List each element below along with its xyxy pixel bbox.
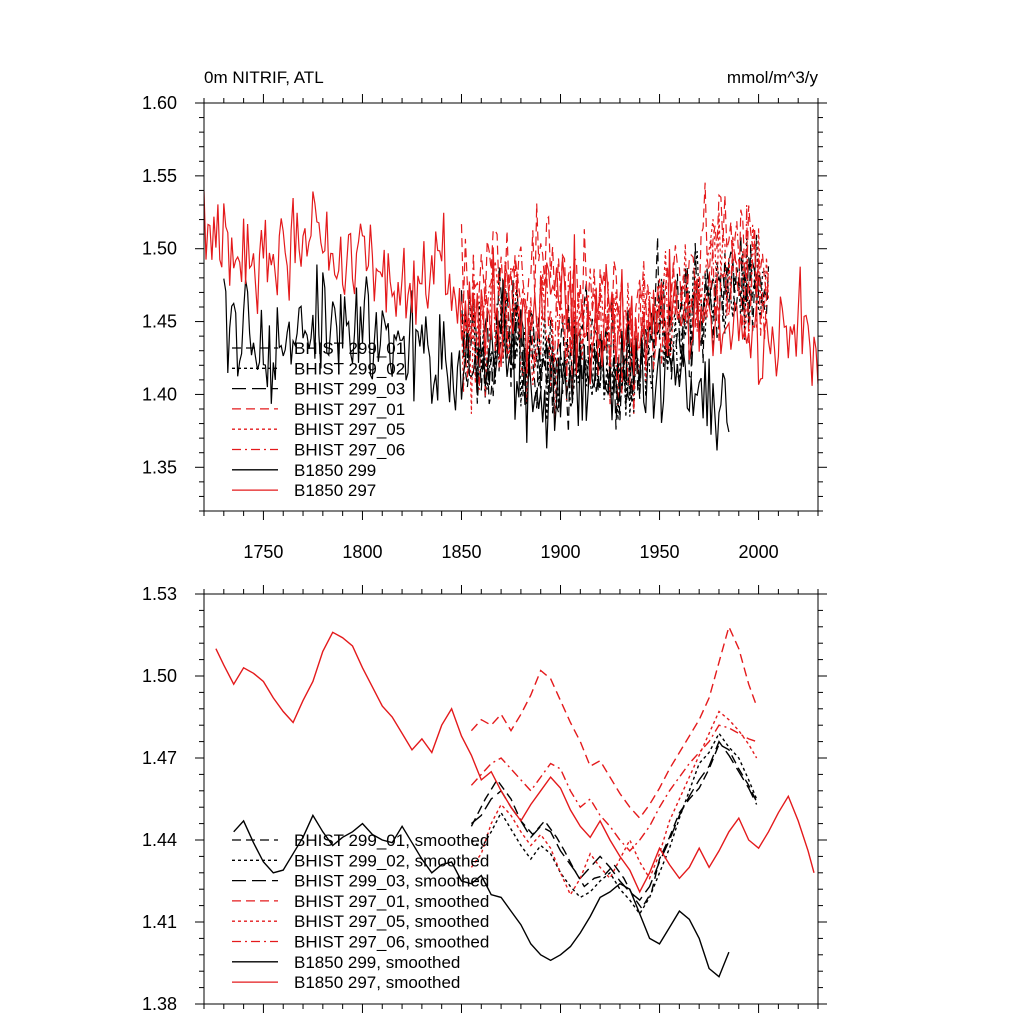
series-line-bhist-299-03 xyxy=(460,234,770,430)
x-tick-label: 2000 xyxy=(739,542,779,562)
y-tick-label: 1.47 xyxy=(142,748,177,768)
legend-label: BHIST 297_05, smoothed xyxy=(294,912,489,931)
legend-label: B1850 299 xyxy=(294,461,376,480)
legend-label: BHIST 297_06 xyxy=(294,441,405,460)
smoothed-panel: 1.38 1.41 1.44 1.47 1.50 1.53 BHIST 299_01, sm… xyxy=(142,584,827,1014)
y-tick-label: 1.53 xyxy=(142,584,177,604)
y-tick-label: 1.40 xyxy=(142,384,177,404)
series-line-bhist-297-01-smoothed xyxy=(470,624,758,820)
series-line-bhist-297-06-smoothed xyxy=(470,724,757,852)
legend-label: BHIST 297_05 xyxy=(294,420,405,439)
legend-label: B1850 297, smoothed xyxy=(294,973,460,992)
x-tick-label: 1800 xyxy=(342,542,382,562)
series-line-bhist-299-03-smoothed xyxy=(470,740,758,902)
chart-title: 0m NITRIF, ATL xyxy=(204,68,324,87)
y-tick-label: 1.35 xyxy=(142,457,177,477)
raw-panel: 1750 1800 1850 1900 1950 2000 1.35 1.40 1.45 1.50… xyxy=(142,93,827,562)
legend-label: BHIST 297_01, smoothed xyxy=(294,892,489,911)
y-tick-label: 1.45 xyxy=(142,312,177,332)
series-group xyxy=(204,182,818,451)
units-label: mmol/m^3/y xyxy=(727,68,819,87)
y-tick-label: 1.41 xyxy=(142,912,177,932)
series-line-bhist-299-01-smoothed xyxy=(470,743,758,910)
series-line-bhist-297-01 xyxy=(460,182,770,376)
legend-label: BHIST 299_01 xyxy=(294,339,405,358)
y-tick-label: 1.50 xyxy=(142,666,177,686)
plot-frame xyxy=(203,593,819,1005)
series-line-bhist-297-06 xyxy=(460,204,770,414)
legend-label: BHIST 299_02, smoothed xyxy=(294,851,489,870)
x-tick-label: 1850 xyxy=(441,542,481,562)
series-line-b1850-299 xyxy=(223,264,730,451)
series-line-bhist-297-05-smoothed xyxy=(470,710,758,897)
legend-label: BHIST 299_03, smoothed xyxy=(294,872,489,891)
series-group xyxy=(215,624,815,978)
legend-label: BHIST 299_03 xyxy=(294,380,405,399)
y-tick-label: 1.60 xyxy=(142,93,177,113)
legend-label: BHIST 297_01 xyxy=(294,400,405,419)
y-tick-label: 1.55 xyxy=(142,166,177,186)
series-line-b1850-299-smoothed xyxy=(233,813,730,978)
legend-label: BHIST 299_02 xyxy=(294,359,405,378)
legend-label: BHIST 297_06, smoothed xyxy=(294,933,489,952)
x-tick-label: 1950 xyxy=(640,542,680,562)
y-tick-label: 1.44 xyxy=(142,830,177,850)
legend-label: B1850 299, smoothed xyxy=(294,953,460,972)
legend-label: B1850 297 xyxy=(294,481,376,500)
x-tick-label: 1900 xyxy=(540,542,580,562)
y-tick-label: 1.38 xyxy=(142,994,177,1014)
legend-label: BHIST 299_01, smoothed xyxy=(294,831,489,850)
series-line-b1850-297-smoothed xyxy=(215,631,815,894)
y-tick-label: 1.50 xyxy=(142,239,177,259)
x-tick-label: 1750 xyxy=(243,542,283,562)
series-line-bhist-299-02 xyxy=(460,234,769,421)
series-line-bhist-299-02-smoothed xyxy=(470,732,758,916)
series-line-b1850-297 xyxy=(204,190,818,386)
